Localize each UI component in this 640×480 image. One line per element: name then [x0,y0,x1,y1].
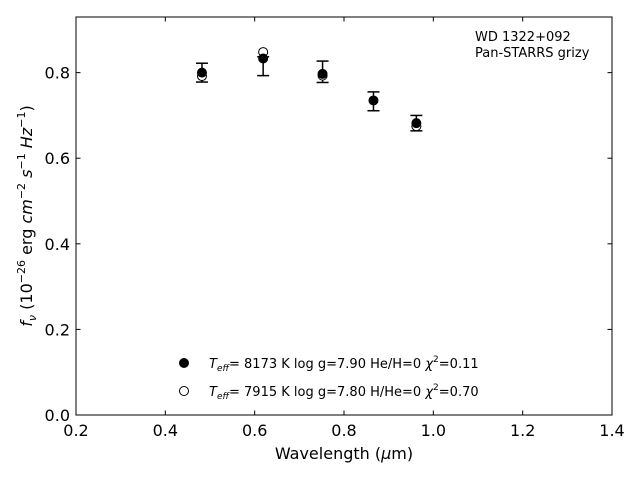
filled-marker-point [258,53,269,64]
y-tick-label: 0.4 [45,235,70,254]
legend-1-logg: log g=7.90 [294,357,366,372]
legend-2-comp: H/He=0 [370,385,421,400]
annotation-line-2: Pan-STARRS grizy [475,46,590,61]
errorbar-layer [195,56,423,132]
x-tick-label: 0.4 [153,421,178,440]
legend-entry-1: Teff= 8173 K log g=7.90 He/H=0 χ2=0.11 [209,355,479,374]
y-axis-label: fν (10−26 erg cm−2 s−1 Hz−1) [15,105,39,326]
x-axis-label: Wavelength (μm) [275,444,413,463]
x-tick-label: 0.2 [63,421,88,440]
marker-layer [196,47,422,132]
legend-marker-filled [179,358,189,368]
filled-marker-point [368,95,379,106]
filled-marker-point [317,68,328,79]
x-tick-label: 1.0 [421,421,446,440]
legend-1-teff: 8173 K [244,357,290,372]
plot-frame [75,16,613,416]
legend-entry-2: Teff= 7915 K log g=7.80 H/He=0 χ2=0.70 [209,383,479,402]
legend-2-teff: 7915 K [244,385,290,400]
y-tick-label: 0.2 [45,320,70,339]
ticks-layer: 0.2 0.4 0.6 0.8 1.0 1.2 1.40.00.20.40.60.8 [45,17,625,440]
x-tick-label: 0.6 [242,421,267,440]
x-tick-label: 1.4 [599,421,624,440]
x-tick-label: 1.2 [510,421,535,440]
y-tick-label: 0.6 [45,149,70,168]
y-tick-label: 0.0 [45,406,70,425]
annotation-line-1: WD 1322+092 [475,30,571,45]
legend-2-chi2: =0.70 [439,385,479,400]
legend-1-comp: He/H=0 [370,357,421,372]
legend-marker-open [179,386,189,396]
legend: Teff= 8173 K log g=7.90 He/H=0 χ2=0.11 T… [179,355,479,402]
legend-2-logg: log g=7.80 [294,385,366,400]
filled-marker-point [411,118,422,129]
legend-1-chi2: =0.11 [439,357,479,372]
y-tick-label: 0.8 [45,64,70,83]
x-tick-label: 0.8 [331,421,356,440]
filled-marker-point [196,67,207,78]
